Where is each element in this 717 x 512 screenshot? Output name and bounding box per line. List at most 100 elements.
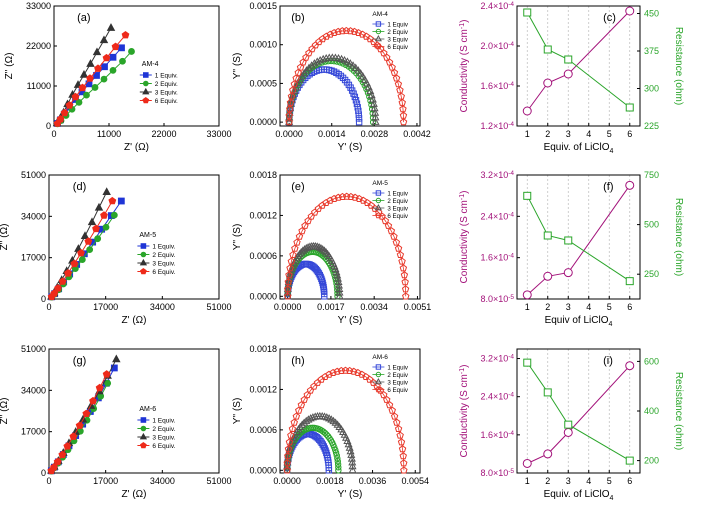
data-point	[288, 424, 297, 432]
x-tick-label: 34000	[150, 476, 175, 486]
data-point	[289, 86, 297, 94]
data-point	[82, 409, 91, 417]
data-point	[289, 250, 297, 258]
data-point	[70, 259, 79, 268]
legend-marker	[140, 243, 147, 249]
panel-label: (c)	[603, 12, 616, 24]
data-point	[371, 117, 380, 125]
legend-label: 2 Equiv.	[152, 426, 175, 433]
data-point	[121, 30, 130, 39]
data-point	[394, 424, 403, 432]
y2-axis-label: Resistance (ohm)	[673, 372, 684, 450]
data-point	[335, 467, 342, 474]
data-point	[358, 370, 366, 378]
data-point	[338, 27, 346, 35]
data-point	[360, 75, 370, 83]
data-point	[287, 92, 296, 100]
data-point	[346, 59, 355, 67]
resistance-line	[526, 362, 631, 462]
data-point	[348, 461, 357, 470]
x-tick-label: 5	[607, 302, 612, 312]
y2-tick-label: 375	[644, 46, 659, 56]
resistance-point	[523, 8, 532, 17]
data-point	[292, 74, 300, 82]
data-point	[317, 273, 324, 281]
x-tick-label: 6	[627, 129, 632, 139]
data-point	[117, 197, 125, 205]
legend-marker	[140, 251, 147, 258]
x-tick-label: 51000	[206, 302, 231, 312]
x-tick-label: 0.0014	[318, 129, 346, 139]
data-point	[296, 63, 305, 71]
data-point	[311, 41, 320, 49]
data-point	[286, 103, 295, 112]
data-point	[290, 418, 298, 426]
conductivity-line	[527, 365, 631, 464]
legend-marker	[140, 425, 147, 432]
resistance-point	[564, 420, 573, 429]
legend-marker	[375, 212, 382, 219]
data-point	[78, 83, 87, 92]
resistance-point	[543, 231, 552, 240]
y-tick-label: 17000	[21, 427, 46, 437]
data-point	[393, 418, 401, 426]
conductivity-point	[563, 69, 573, 79]
data-point	[295, 249, 304, 258]
data-point	[50, 463, 58, 471]
legend-label: 6 Equiv.	[155, 98, 178, 105]
data-point	[367, 201, 375, 209]
nyquist-panel-g: 0 17000 34000 51000 0 17000 34000 51000 (g) AM-6 1…	[0, 344, 232, 500]
data-point	[321, 372, 329, 380]
conductivity-panel-f: 1 2 3 4 5 6 8.0×10-5 1.6×10-4 2.4×10-4 3.2×10-4 (f…	[459, 170, 684, 328]
data-point	[106, 23, 116, 31]
y-tick-label: 1.6×10-4	[480, 430, 514, 440]
resistance-point	[523, 358, 532, 367]
y-tick-label: 0.0000	[249, 117, 277, 127]
data-point	[350, 90, 357, 97]
legend-label: 3 Equiv.	[152, 435, 175, 442]
y-tick-label: 0.0015	[249, 1, 277, 11]
conductivity-point	[625, 361, 635, 371]
legend-marker	[143, 72, 149, 78]
conductivity-point	[625, 180, 635, 190]
data-point	[316, 243, 325, 252]
data-point	[304, 63, 314, 71]
data-point	[299, 58, 307, 66]
conductivity-panel-c: 1 2 3 4 5 6 1.2×10-4 1.6×10-4 2.0×10-4 2.4×10-4 (c…	[459, 1, 684, 155]
data-point	[388, 406, 396, 414]
x-tick-label: 1	[525, 129, 530, 139]
series-line	[286, 370, 405, 471]
axes-frame	[516, 174, 641, 300]
data-point	[75, 98, 83, 106]
data-point	[326, 30, 334, 38]
data-point	[285, 271, 293, 279]
y-tick-label: 0.0006	[249, 251, 277, 261]
data-point	[399, 105, 407, 113]
data-point	[390, 412, 399, 420]
x-tick-label: 0	[51, 129, 56, 139]
y-tick-label: 1.6×10-4	[480, 81, 514, 91]
conductivity-point	[563, 427, 573, 437]
axes-frame	[53, 5, 220, 127]
data-point	[293, 79, 302, 87]
data-point	[354, 104, 361, 111]
data-point	[285, 118, 293, 126]
data-point	[110, 211, 118, 219]
x-tick-label: 1	[525, 476, 530, 486]
x-axis-label: Y' (S)	[338, 315, 363, 326]
data-point	[102, 187, 111, 196]
x-tick-label: 0.0036	[359, 476, 387, 486]
x-tick-label: 0.0028	[361, 129, 389, 139]
data-point	[378, 212, 386, 220]
x-tick-label: 0.0000	[273, 476, 301, 486]
data-point	[294, 68, 302, 76]
data-point	[284, 445, 293, 453]
data-point	[300, 395, 308, 403]
x-tick-label: 0	[46, 476, 51, 486]
data-point	[348, 465, 357, 474]
y-axis-label: Z'' (Ω)	[4, 53, 15, 80]
data-point	[333, 367, 341, 375]
legend-marker	[143, 80, 149, 87]
data-point	[398, 445, 407, 453]
admittance-panel-b: 0.0000 0.0014 0.0028 0.0042 0.0000 0.0005 0.00…	[232, 1, 431, 153]
